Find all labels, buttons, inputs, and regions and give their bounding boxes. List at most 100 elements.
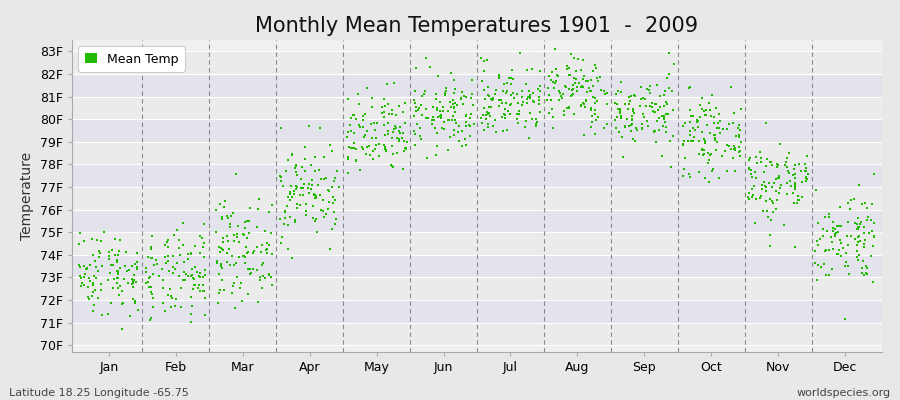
Point <box>446 127 461 133</box>
Point <box>243 205 257 212</box>
Point <box>322 141 337 148</box>
Point <box>515 94 529 100</box>
Point <box>288 219 302 226</box>
Point <box>362 142 376 149</box>
Point <box>523 110 537 116</box>
Point <box>850 256 865 263</box>
Point <box>94 287 108 293</box>
Point <box>308 218 322 224</box>
Point <box>239 235 254 241</box>
Point <box>464 77 479 84</box>
Point <box>307 192 321 198</box>
Point <box>779 180 794 186</box>
Point <box>652 104 667 110</box>
Point <box>788 184 803 190</box>
Point <box>254 248 268 255</box>
Point <box>597 88 611 95</box>
Point <box>742 156 756 163</box>
Point <box>414 102 428 109</box>
Point <box>429 143 444 150</box>
Point <box>130 264 144 270</box>
Point <box>620 116 634 122</box>
Point <box>356 124 370 130</box>
Point <box>546 125 561 132</box>
Point <box>196 221 211 228</box>
Point <box>386 129 400 136</box>
Point <box>104 262 118 269</box>
Point <box>598 90 612 97</box>
Point <box>765 183 779 190</box>
Point <box>376 122 391 128</box>
Point <box>420 114 435 121</box>
Point <box>698 138 712 144</box>
Point <box>661 111 675 117</box>
Point <box>197 254 211 260</box>
Point <box>325 184 339 190</box>
Point <box>314 176 328 183</box>
Point <box>838 263 852 270</box>
Point <box>847 196 861 202</box>
Point <box>369 142 383 148</box>
Point <box>447 100 462 106</box>
Point <box>81 284 95 290</box>
Point <box>562 86 577 92</box>
Point <box>143 246 157 252</box>
Point <box>617 124 632 130</box>
Point <box>630 127 644 133</box>
Point <box>822 272 836 278</box>
Point <box>742 165 756 172</box>
Point <box>244 270 258 276</box>
Point <box>365 94 380 101</box>
Point <box>226 282 240 289</box>
Point <box>562 104 576 110</box>
Point <box>682 84 697 91</box>
Point <box>791 197 806 203</box>
Point <box>428 124 443 131</box>
Point <box>94 238 108 244</box>
Point <box>580 78 595 84</box>
Point <box>691 150 706 157</box>
Point <box>565 87 580 94</box>
Point <box>744 186 759 192</box>
Point <box>555 90 570 97</box>
Point <box>464 115 478 122</box>
Point <box>185 272 200 278</box>
Point <box>682 84 697 90</box>
Point <box>274 174 288 180</box>
Point <box>86 280 101 287</box>
Point <box>860 217 875 223</box>
Point <box>616 154 630 160</box>
Point <box>839 250 853 256</box>
Point <box>193 270 207 276</box>
Point <box>81 294 95 300</box>
Point <box>481 109 495 115</box>
Point <box>437 126 452 132</box>
Point <box>458 135 473 142</box>
Point <box>309 192 323 199</box>
Point <box>317 154 331 160</box>
Point <box>82 275 96 281</box>
Point <box>156 285 170 291</box>
Point <box>491 103 506 110</box>
Point <box>408 131 422 138</box>
Point <box>797 161 812 167</box>
Point <box>712 124 726 131</box>
Point <box>569 75 583 82</box>
Point <box>76 281 91 288</box>
Point <box>418 88 432 94</box>
Point <box>190 269 204 275</box>
Point <box>772 190 787 196</box>
Point <box>623 98 637 104</box>
Point <box>310 229 324 235</box>
Point <box>533 109 547 115</box>
Point <box>349 157 364 164</box>
Point <box>588 95 602 101</box>
Point <box>102 253 116 260</box>
Point <box>431 114 446 120</box>
Point <box>435 125 449 132</box>
Point <box>253 274 267 280</box>
Point <box>526 99 541 105</box>
Point <box>734 152 748 159</box>
Point <box>787 165 801 172</box>
Point <box>146 304 160 310</box>
